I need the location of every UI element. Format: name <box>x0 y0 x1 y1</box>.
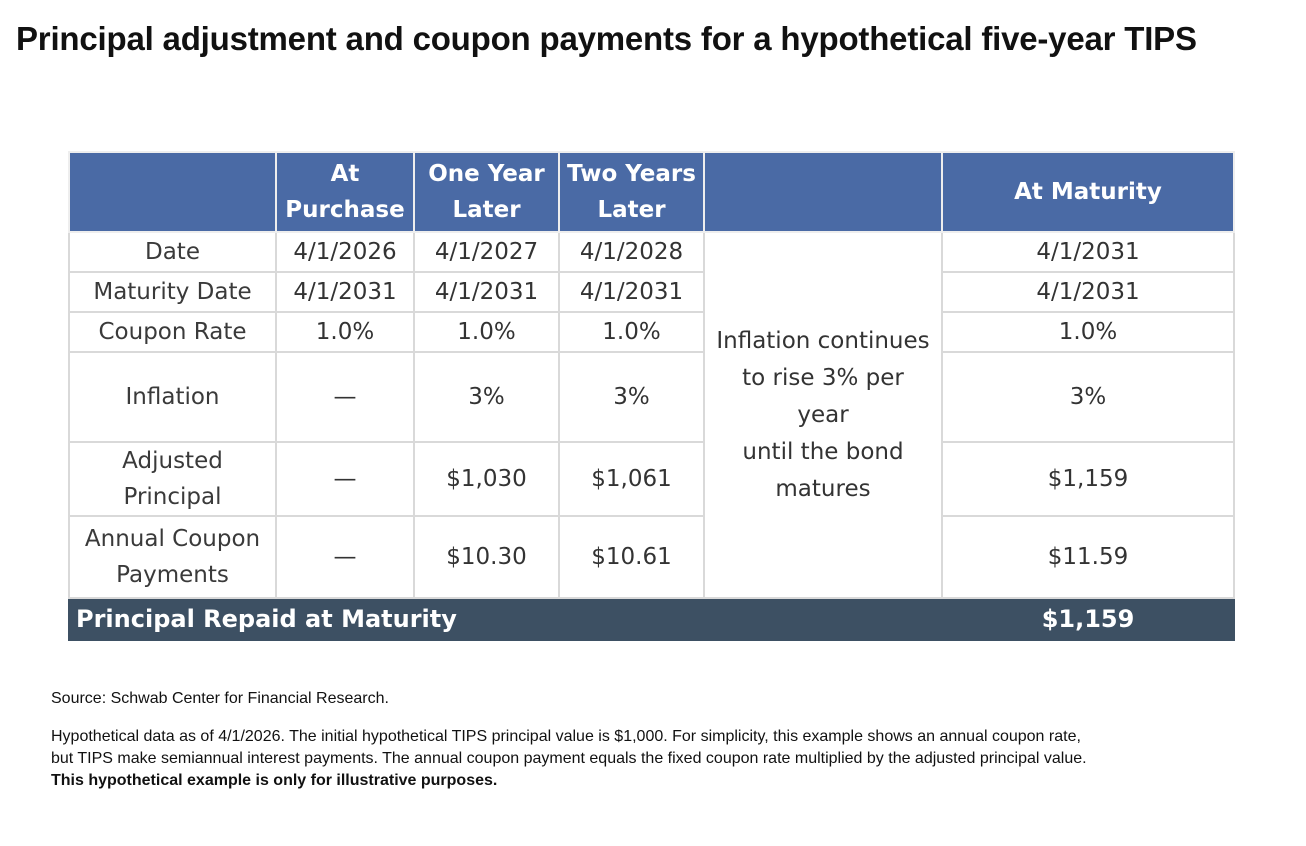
cell-at-purchase: 4/1/2026 <box>275 231 415 273</box>
cell-two-years-later: $1,061 <box>558 441 705 517</box>
cell-at-maturity: 3% <box>941 351 1235 443</box>
cell-one-year-later: $10.30 <box>413 515 560 599</box>
header-label <box>68 151 277 233</box>
table-row-date: Date 4/1/2026 4/1/2027 4/1/2028 Inflatio… <box>68 231 1235 599</box>
header-at-purchase: At Purchase <box>275 151 415 233</box>
inflation-note: Inflation continues to rise 3% per year … <box>703 231 943 599</box>
cell-one-year-later: 1.0% <box>413 311 560 353</box>
cell-at-purchase: 1.0% <box>275 311 415 353</box>
table-row-inflation: Inflation — 3% 3% 3% <box>68 351 1235 443</box>
header-one-year-later: One Year Later <box>413 151 560 233</box>
cell-at-purchase: — <box>275 351 415 443</box>
header-row: At Purchase One Year Later Two Years Later … <box>68 151 1235 233</box>
header-two-years-later: Two Years Later <box>558 151 705 233</box>
cell-two-years-later: 1.0% <box>558 311 705 353</box>
cell-one-year-later: 4/1/2027 <box>413 231 560 273</box>
cell-at-purchase: — <box>275 441 415 517</box>
disclaimer-line: but TIPS make semiannual interest paymen… <box>51 750 1087 767</box>
cell-one-year-later: 4/1/2031 <box>413 271 560 313</box>
table-row-coupon-rate: Coupon Rate 1.0% 1.0% 1.0% 1.0% <box>68 311 1235 353</box>
header-gap <box>703 151 943 233</box>
header-at-maturity: At Maturity <box>941 151 1235 233</box>
cell-at-maturity: 4/1/2031 <box>941 231 1235 273</box>
table-row-annual-coupon-payments: Annual Coupon Payments — $10.30 $10.61 $1… <box>68 515 1235 599</box>
cell-one-year-later: $1,030 <box>413 441 560 517</box>
cell-at-purchase: 4/1/2031 <box>275 271 415 313</box>
cell-two-years-later: 3% <box>558 351 705 443</box>
row-label: Annual Coupon Payments <box>68 515 277 599</box>
cell-at-maturity: 4/1/2031 <box>941 271 1235 313</box>
table-row-maturity-date: Maturity Date 4/1/2031 4/1/2031 4/1/2031… <box>68 271 1235 313</box>
cell-at-purchase: — <box>275 515 415 599</box>
row-label: Inflation <box>68 351 277 443</box>
cell-at-maturity: 1.0% <box>941 311 1235 353</box>
source-note: Source: Schwab Center for Financial Rese… <box>51 690 389 707</box>
tips-table: At Purchase One Year Later Two Years Later … <box>68 151 1235 641</box>
row-label: Coupon Rate <box>68 311 277 353</box>
table-footer-row: Principal Repaid at Maturity $1,159 <box>68 597 1235 641</box>
row-label: Maturity Date <box>68 271 277 313</box>
disclaimer-bold: This hypothetical example is only for il… <box>51 772 498 789</box>
row-label: Adjusted Principal <box>68 441 277 517</box>
disclaimer-line: Hypothetical data as of 4/1/2026. The in… <box>51 728 1081 745</box>
cell-two-years-later: 4/1/2028 <box>558 231 705 273</box>
page-title: Principal adjustment and coupon payments… <box>16 20 1197 57</box>
table-row-adjusted-principal: Adjusted Principal — $1,030 $1,061 $1,159 <box>68 441 1235 517</box>
cell-two-years-later: $10.61 <box>558 515 705 599</box>
footer-value: $1,159 <box>941 597 1235 641</box>
row-label: Date <box>68 231 277 273</box>
footer-label: Principal Repaid at Maturity <box>68 597 943 641</box>
footnotes: Source: Schwab Center for Financial Rese… <box>51 688 1271 792</box>
cell-at-maturity: $1,159 <box>941 441 1235 517</box>
cell-one-year-later: 3% <box>413 351 560 443</box>
cell-two-years-later: 4/1/2031 <box>558 271 705 313</box>
cell-at-maturity: $11.59 <box>941 515 1235 599</box>
